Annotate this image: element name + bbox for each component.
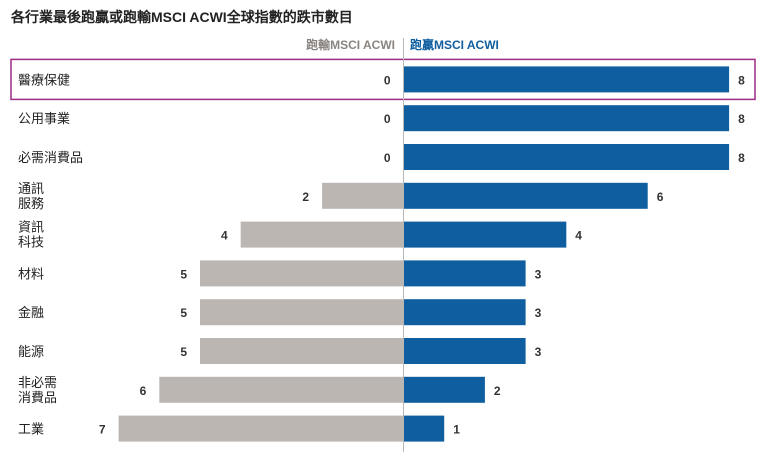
value-label-underperform: 0 [384,112,391,126]
legend-underperform: 跑輸MSCI ACWI [306,37,395,52]
category-label: 公用事業 [18,111,70,126]
bar-outperform [403,221,567,248]
bar-outperform [403,415,445,442]
value-label-outperform: 4 [575,229,582,243]
bar-underperform [322,182,404,209]
bar-outperform [403,260,526,287]
value-label-outperform: 8 [738,112,745,126]
category-label: 非必需消費品 [18,375,57,405]
value-label-underperform: 0 [384,73,391,87]
value-label-outperform: 8 [738,151,745,165]
value-label-underperform: 6 [140,384,147,398]
chart-marks: 醫療保健 0 8 公用事業 0 8 必需消費品 0 8 通訊服務 2 6 資訊科技 4 4 材料 5 3 金融 5 3 能… [10,38,756,452]
bar-underperform [200,338,404,364]
value-label-outperform: 1 [453,423,460,437]
chart-title: 各行業最後跑贏或跑輸MSCI ACWI全球指數的跌市數目 [10,9,353,25]
bar-underperform [200,260,404,287]
bar-outperform [403,105,730,132]
bar-outperform [403,299,526,326]
value-label-underperform: 5 [180,345,187,359]
value-label-underperform: 5 [180,267,187,281]
bar-underperform [240,221,404,248]
bar-outperform [403,338,526,364]
category-label: 必需消費品 [18,150,83,165]
bar-underperform [200,299,404,326]
category-label: 通訊服務 [18,181,44,211]
bar-outperform [403,144,730,170]
bar-outperform [403,66,730,93]
value-label-outperform: 3 [535,345,542,359]
value-label-underperform: 0 [384,151,391,165]
value-label-outperform: 2 [494,384,501,398]
value-label-underperform: 5 [180,306,187,320]
category-label: 金融 [18,305,44,320]
value-label-underperform: 2 [302,190,309,204]
bar-outperform [403,376,485,403]
legend-outperform: 跑贏MSCI ACWI [410,37,499,52]
value-label-outperform: 3 [535,306,542,320]
category-label: 工業 [18,422,44,437]
category-label: 能源 [18,344,44,359]
bar-underperform [159,376,404,403]
category-label: 材料 [18,266,44,281]
value-label-underperform: 4 [221,229,228,243]
value-label-outperform: 3 [535,267,542,281]
value-label-outperform: 6 [657,190,664,204]
value-label-outperform: 8 [738,73,745,87]
bar-outperform [403,182,648,209]
bar-underperform [118,415,404,442]
value-label-underperform: 7 [99,423,106,437]
highlight-frame [10,58,756,101]
category-label: 醫療保健 [18,72,70,87]
category-label: 資訊科技 [18,220,44,250]
